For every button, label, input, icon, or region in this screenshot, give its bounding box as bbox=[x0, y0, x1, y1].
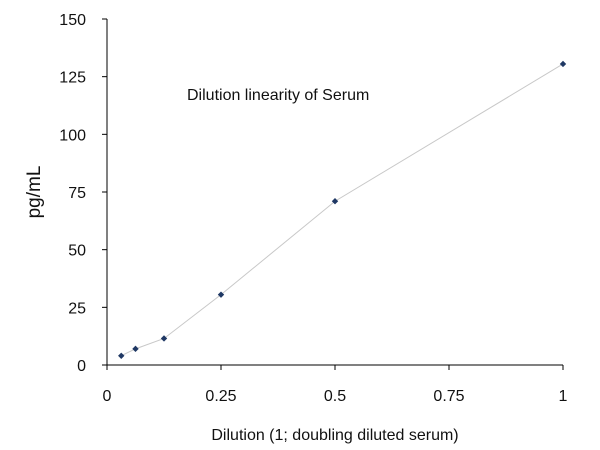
series-line bbox=[121, 63, 564, 357]
chart-annotation: Dilution linearity of Serum bbox=[187, 87, 369, 104]
y-axis-ticks: 0 25 50 75 100 125 150 bbox=[59, 12, 107, 375]
y-tick-label: 50 bbox=[68, 243, 86, 260]
y-tick-label: 0 bbox=[77, 358, 86, 375]
data-point bbox=[559, 60, 567, 68]
axes bbox=[106, 19, 563, 366]
data-point bbox=[160, 335, 168, 342]
data-point bbox=[118, 352, 125, 359]
y-tick-label: 150 bbox=[59, 12, 86, 29]
x-tick-label: 0 bbox=[103, 388, 112, 405]
y-tick-label: 100 bbox=[59, 127, 86, 144]
x-tick-label: 0.5 bbox=[324, 388, 346, 405]
x-axis-ticks: 0 0.25 0.5 0.75 1 bbox=[103, 365, 568, 405]
x-tick-label: 0.25 bbox=[205, 388, 236, 405]
y-tick-label: 125 bbox=[59, 70, 86, 87]
data-point bbox=[331, 198, 339, 205]
y-axis-title: pg/mL bbox=[24, 166, 45, 219]
y-tick-label: 75 bbox=[68, 185, 86, 202]
x-tick-label: 1 bbox=[559, 388, 568, 405]
y-tick-label: 25 bbox=[68, 300, 86, 317]
data-point bbox=[132, 345, 139, 353]
x-tick-label: 0.75 bbox=[433, 388, 464, 405]
x-axis-title: Dilution (1; doubling diluted serum) bbox=[211, 427, 458, 444]
series bbox=[118, 60, 567, 359]
data-point bbox=[217, 291, 225, 298]
